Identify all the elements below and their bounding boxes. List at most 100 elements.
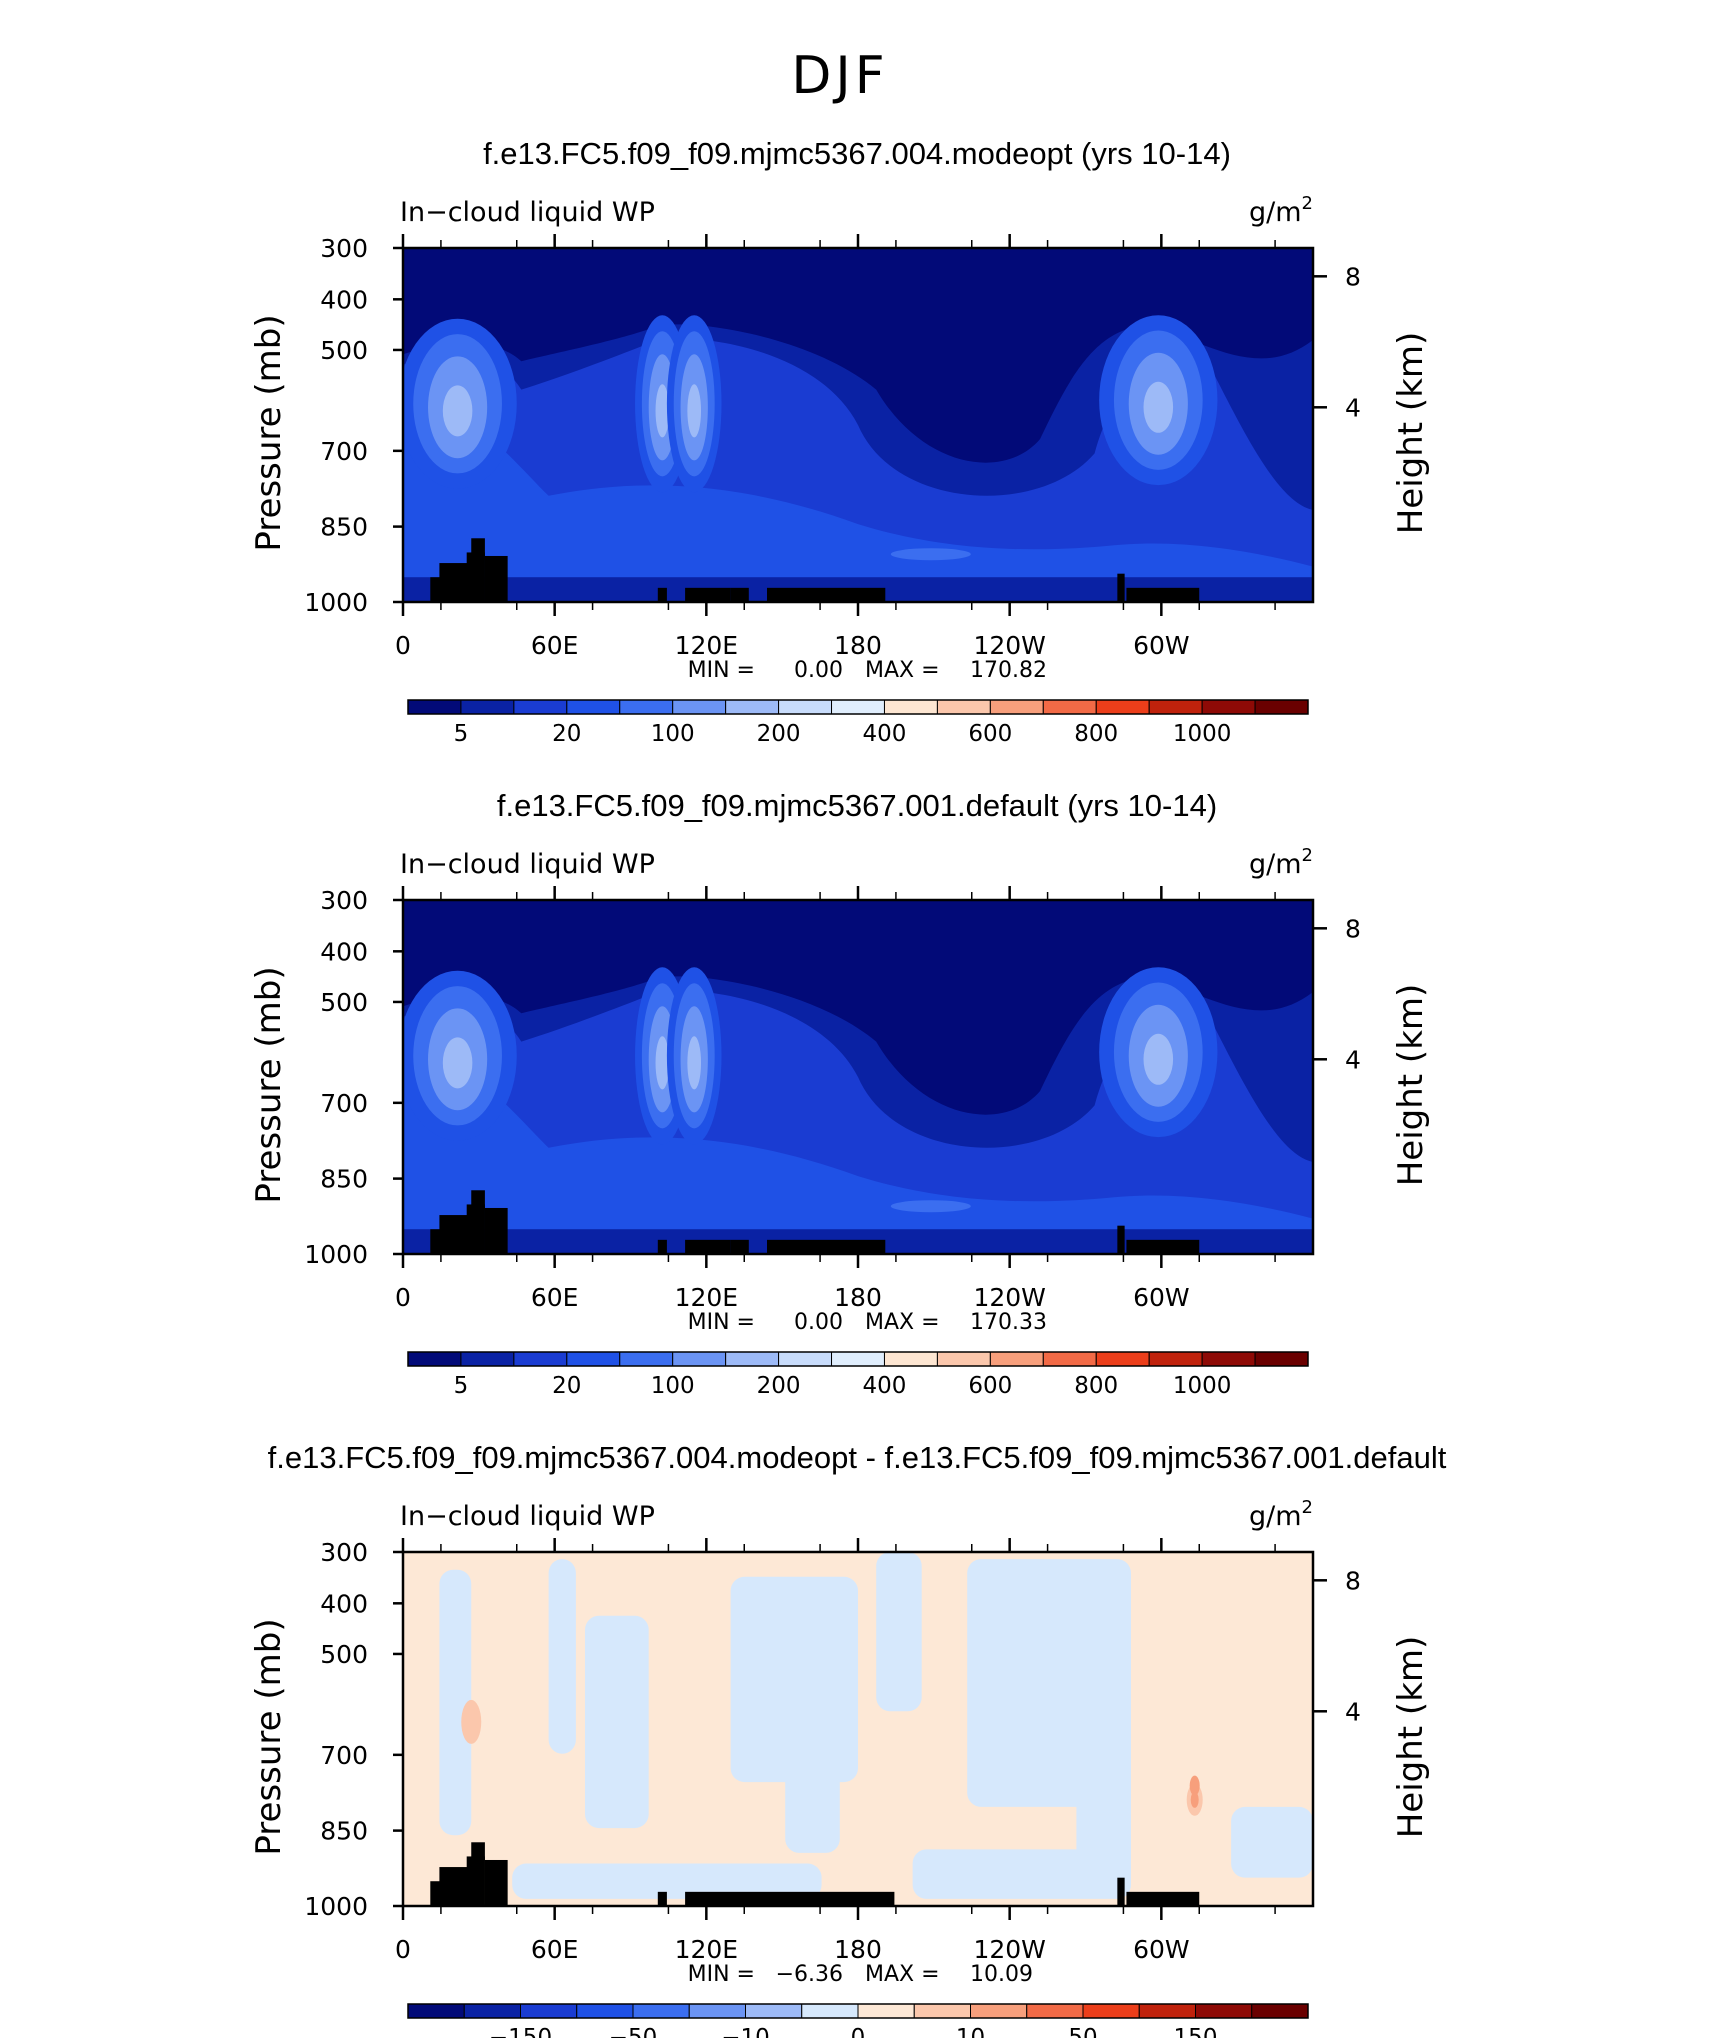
colorbar-swatch (831, 1351, 885, 1367)
y2-axis-title: Height (km) (1391, 984, 1431, 1187)
contour-region (730, 1576, 858, 1783)
colorbar-swatch (1254, 1351, 1309, 1367)
colorbar-frame (407, 1351, 1309, 1367)
min-label: MIN = (688, 1962, 755, 1987)
colorbar-label: 1000 (1173, 1373, 1232, 1399)
colorbar-swatch (513, 699, 568, 715)
colorbar-swatch (1082, 2003, 1140, 2019)
colorbar-swatch (725, 1351, 780, 1367)
y-tick-label: 850 (320, 1817, 368, 1846)
land-mask (471, 1842, 485, 1906)
x-tick-label: 60W (1133, 1935, 1190, 1964)
colorbar-swatch (1251, 2003, 1309, 2019)
colorbar-swatch (1042, 1351, 1097, 1367)
colorbar-swatch (1148, 699, 1203, 715)
colorbar-swatch (1138, 2003, 1196, 2019)
colorbar-label: 150 (1174, 2025, 1218, 2038)
y-tick-label: 400 (320, 285, 368, 314)
colorbar-swatch (1201, 1351, 1256, 1367)
figure-title: DJF (791, 46, 888, 106)
colorbar-swatch (778, 1351, 833, 1367)
land-mask (1117, 1877, 1125, 1906)
y-tick-label: 300 (320, 234, 368, 263)
convective-tower (442, 1037, 473, 1089)
colorbar-swatch (566, 699, 621, 715)
contour-region (1231, 1806, 1313, 1878)
colorbar-label: 0 (851, 2025, 866, 2038)
colorbar-frame (407, 699, 1309, 715)
panel-title: f.e13.FC5.f09_f09.mjmc5367.001.default (… (497, 788, 1217, 823)
x-tick-label: 120E (675, 1283, 739, 1312)
y2-tick-label: 8 (1345, 262, 1361, 291)
y-tick-label: 1000 (304, 1240, 368, 1269)
max-label: MAX = (865, 1962, 940, 1987)
land-mask (484, 555, 508, 602)
contour-region (548, 1559, 576, 1754)
colorbar-swatch (407, 1351, 462, 1367)
y2-axis-title: Height (km) (1391, 1636, 1431, 1839)
x-tick-label: 60E (531, 1935, 579, 1964)
y2-tick-label: 4 (1345, 1697, 1361, 1726)
x-tick-label: 180 (834, 1935, 882, 1964)
y2-tick-label: 8 (1345, 914, 1361, 943)
x-tick-label: 180 (834, 1283, 882, 1312)
colorbar-swatch (463, 2003, 521, 2019)
contour-region (876, 1552, 922, 1712)
x-tick-label: 120W (973, 631, 1045, 660)
land-mask (1117, 1225, 1125, 1254)
colorbar-swatch (989, 699, 1044, 715)
convective-tower (655, 384, 670, 438)
y-tick-label: 300 (320, 1538, 368, 1567)
convective-tower (1143, 381, 1174, 433)
colorbar-frame (407, 2003, 1309, 2019)
colorbar-swatch (672, 1351, 727, 1367)
min-label: MIN = (688, 1310, 755, 1335)
units-base: g/m (1249, 1501, 1302, 1532)
x-tick-label: 0 (395, 631, 411, 660)
colorbar-swatch (857, 2003, 915, 2019)
colorbar-swatch (619, 699, 674, 715)
y-tick-label: 500 (320, 1640, 368, 1669)
convective-tower (1143, 1033, 1174, 1085)
colorbar-label: 800 (1074, 1373, 1118, 1399)
max-value: 10.09 (970, 1962, 1033, 1987)
land-mask (471, 538, 485, 602)
units-exponent: 2 (1302, 193, 1313, 214)
colorbar-label: 100 (651, 721, 695, 747)
variable-label: In−cloud liquid WP (400, 197, 655, 228)
convective-tower (687, 1036, 702, 1090)
colorbar-swatch (632, 2003, 690, 2019)
x-tick-label: 180 (834, 631, 882, 660)
units-exponent: 2 (1302, 1497, 1313, 1518)
colorbar-label: 100 (651, 1373, 695, 1399)
convective-tower (687, 384, 702, 438)
land-mask (730, 1239, 749, 1254)
land-mask (767, 1239, 886, 1254)
land-mask (1126, 1891, 1200, 1906)
colorbar-swatch (1254, 699, 1309, 715)
colorbar-label: 600 (968, 1373, 1012, 1399)
colorbar-swatch (725, 699, 780, 715)
y2-tick-label: 4 (1345, 1045, 1361, 1074)
contour-field (403, 900, 1313, 1254)
panel-title: f.e13.FC5.f09_f09.mjmc5367.004.modeopt (… (483, 136, 1231, 171)
colorbar-swatch (672, 699, 727, 715)
land-mask (657, 1239, 667, 1254)
land-mask (657, 587, 667, 602)
colorbar-label: 800 (1074, 721, 1118, 747)
units-label: g/m2 (1249, 193, 1313, 228)
min-value: −6.36 (776, 1962, 843, 1987)
colorbar-swatch (913, 2003, 971, 2019)
colorbar-swatch (936, 1351, 991, 1367)
land-mask (767, 587, 886, 602)
colorbar-swatch (989, 1351, 1044, 1367)
colorbar-swatch (513, 1351, 568, 1367)
colorbar-swatch (1195, 2003, 1253, 2019)
colorbar-label: 10 (956, 2025, 985, 2038)
y-tick-label: 500 (320, 988, 368, 1017)
y-tick-label: 700 (320, 437, 368, 466)
contour-region (461, 1699, 482, 1744)
panel-1: f.e13.FC5.f09_f09.mjmc5367.004.modeopt (… (249, 136, 1431, 747)
units-base: g/m (1249, 197, 1302, 228)
colorbar-swatch (566, 1351, 621, 1367)
